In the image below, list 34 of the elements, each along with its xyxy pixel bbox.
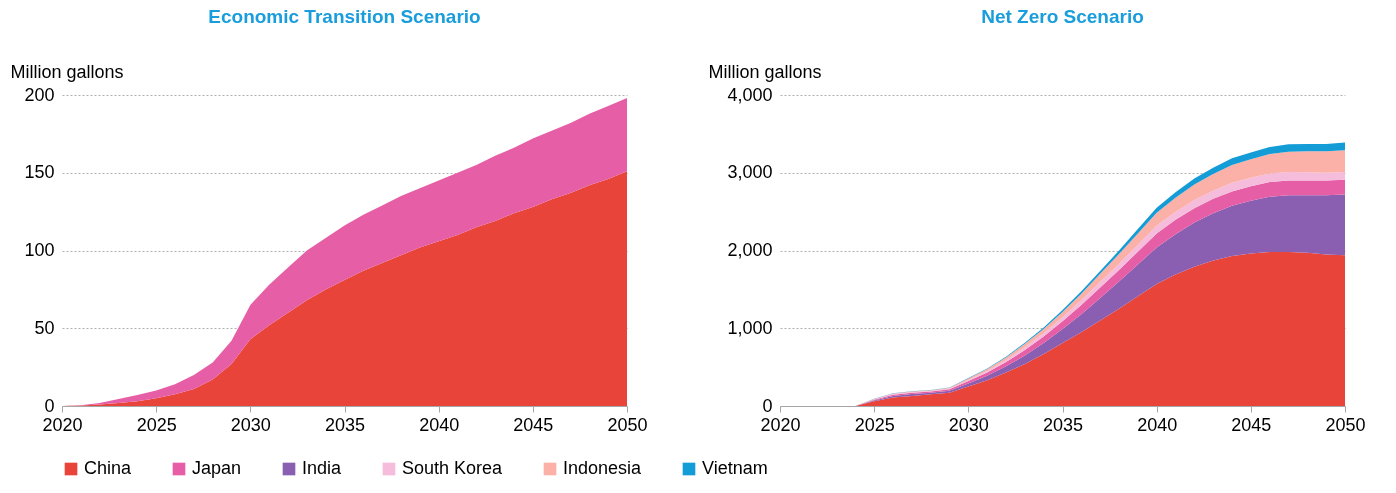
y-tick-label: 4,000 [727,84,773,105]
y-tick-label: 0 [762,395,773,416]
y-axis-title: Million gallons [10,61,124,82]
legend-label: India [302,458,343,478]
x-tick-label: 2035 [324,414,366,435]
y-tick-label: 150 [24,162,55,183]
x-tick-label: 2040 [1137,414,1178,435]
y-tick-label: 100 [24,240,55,260]
legend-label: China [84,458,133,478]
x-tick-label: 2025 [854,414,895,435]
x-tick-label: 2030 [948,414,989,435]
chart-title: Net Zero Scenario [981,6,1144,27]
x-tick-label: 2030 [230,414,271,435]
x-tick-label: 2040 [419,414,460,435]
y-tick-label: 1,000 [727,317,773,338]
y-tick-label: 2,000 [727,240,773,260]
x-tick-label: 2035 [1042,414,1084,435]
x-tick-label: 2050 [1325,414,1366,435]
x-tick-label: 2025 [136,414,177,435]
x-tick-label: 2020 [760,414,801,435]
legend-label: Vietnam [702,458,768,478]
legend-label: Indonesia [563,458,643,478]
x-tick-label: 2020 [42,414,83,435]
y-tick-label: 50 [34,317,55,338]
x-tick-label: 2050 [607,414,648,435]
y-axis-title: Million gallons [708,61,822,82]
chart-title: Economic Transition Scenario [208,6,481,27]
y-tick-label: 3,000 [727,162,773,183]
legend-label: South Korea [402,458,504,478]
y-tick-label: 200 [24,84,55,105]
legend-label: Japan [192,458,242,478]
y-tick-label: 0 [44,395,55,416]
x-tick-label: 2045 [513,414,554,435]
x-tick-label: 2045 [1231,414,1272,435]
